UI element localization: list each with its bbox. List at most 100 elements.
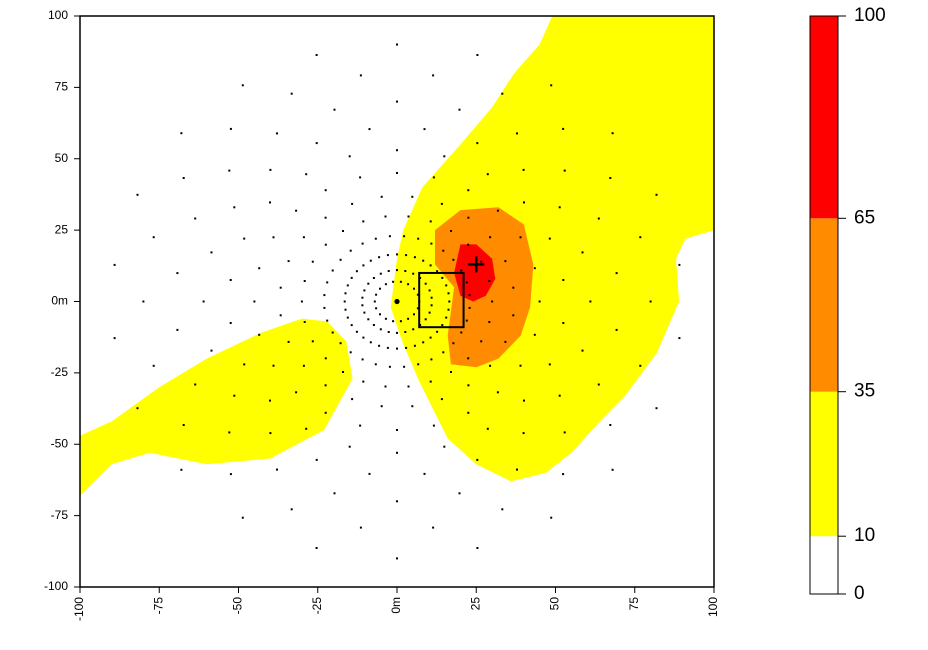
sample-point bbox=[467, 357, 470, 360]
max-cross-marker bbox=[468, 256, 485, 273]
sample-point bbox=[375, 293, 378, 296]
sample-point bbox=[448, 300, 451, 303]
x-tick-label: 75 bbox=[627, 597, 641, 611]
sample-point bbox=[533, 267, 536, 270]
sample-point bbox=[315, 54, 318, 56]
sample-point bbox=[229, 322, 232, 324]
sample-point bbox=[550, 84, 553, 87]
sample-point bbox=[241, 516, 244, 519]
sample-point bbox=[404, 270, 407, 272]
sample-point bbox=[202, 300, 205, 303]
sample-point bbox=[445, 284, 448, 287]
sample-point bbox=[343, 300, 346, 303]
sample-point bbox=[350, 276, 353, 279]
sample-point bbox=[305, 427, 308, 430]
sample-point bbox=[396, 331, 398, 334]
sample-point bbox=[346, 284, 349, 287]
sample-point bbox=[136, 407, 139, 410]
sample-point bbox=[423, 128, 426, 131]
x-tick-label: -50 bbox=[231, 597, 245, 615]
sample-point bbox=[372, 324, 375, 326]
sample-point bbox=[597, 217, 600, 220]
sample-point bbox=[368, 128, 371, 131]
sample-point bbox=[412, 272, 415, 275]
x-axis: -100 -75 -50 -25 0m 25 50 75 100 bbox=[72, 587, 720, 621]
sample-point bbox=[678, 337, 681, 340]
y-tick-label: 50 bbox=[55, 151, 69, 165]
sample-point bbox=[597, 383, 600, 386]
sample-point bbox=[443, 155, 446, 158]
sample-point bbox=[362, 220, 365, 223]
legend-swatch-0-10 bbox=[810, 536, 838, 594]
y-tick-label: -100 bbox=[44, 579, 68, 593]
sample-point bbox=[429, 264, 432, 267]
sample-points bbox=[113, 43, 681, 560]
sample-point bbox=[476, 458, 479, 461]
sample-point bbox=[361, 296, 364, 299]
sample-point bbox=[416, 307, 419, 310]
sample-point bbox=[363, 311, 366, 314]
sample-point bbox=[324, 411, 327, 414]
sample-point bbox=[355, 270, 358, 273]
sample-point bbox=[369, 341, 372, 344]
sample-point bbox=[384, 215, 387, 218]
sample-point bbox=[359, 176, 362, 179]
sample-point bbox=[488, 321, 491, 323]
sample-point bbox=[501, 508, 504, 511]
sample-point bbox=[396, 347, 398, 350]
sample-point bbox=[142, 300, 145, 303]
sample-point bbox=[467, 411, 470, 414]
sample-point bbox=[388, 365, 391, 368]
y-axis: 100 75 50 25 0m -25 -50 -75 -100 bbox=[44, 8, 80, 593]
sample-point bbox=[233, 394, 236, 397]
sample-point bbox=[378, 256, 381, 259]
sample-point bbox=[323, 306, 326, 309]
sample-point bbox=[210, 349, 213, 352]
sample-point bbox=[342, 230, 344, 232]
sample-point bbox=[413, 344, 416, 347]
sample-point bbox=[467, 243, 470, 246]
sample-point bbox=[404, 331, 407, 333]
sample-point bbox=[424, 318, 427, 321]
sample-point bbox=[413, 256, 416, 259]
sample-point bbox=[396, 429, 398, 431]
sample-point bbox=[361, 304, 364, 307]
sample-point bbox=[152, 236, 155, 239]
sample-point bbox=[429, 380, 432, 383]
sample-point bbox=[416, 293, 419, 296]
sample-point bbox=[326, 319, 329, 322]
sample-point bbox=[458, 492, 461, 495]
sample-point bbox=[411, 405, 414, 408]
sample-point bbox=[430, 242, 433, 245]
sample-point bbox=[465, 319, 468, 322]
sample-point bbox=[615, 272, 618, 275]
sample-point bbox=[581, 251, 584, 254]
sample-point bbox=[303, 321, 306, 323]
sample-point bbox=[396, 557, 398, 560]
sample-point bbox=[272, 236, 275, 239]
sample-point bbox=[182, 424, 185, 426]
sample-point bbox=[176, 272, 179, 275]
sample-point bbox=[655, 193, 658, 196]
sample-point bbox=[480, 260, 483, 263]
sample-point bbox=[324, 384, 327, 387]
sample-point bbox=[180, 468, 183, 471]
sample-point bbox=[489, 236, 492, 239]
sample-point bbox=[450, 371, 452, 373]
sample-point bbox=[396, 100, 398, 103]
sample-point bbox=[512, 286, 515, 289]
annotations bbox=[394, 256, 485, 329]
sample-point bbox=[452, 342, 455, 345]
sample-point bbox=[548, 363, 551, 366]
sample-point bbox=[611, 132, 614, 135]
sample-point bbox=[523, 399, 525, 402]
sample-point bbox=[295, 391, 298, 394]
sample-point bbox=[411, 195, 414, 198]
sample-point bbox=[368, 472, 371, 475]
sample-point bbox=[396, 253, 398, 256]
sample-point bbox=[388, 235, 391, 238]
sample-point bbox=[447, 292, 450, 295]
sample-point bbox=[362, 336, 365, 339]
legend-frame bbox=[809, 15, 839, 595]
sample-point bbox=[491, 300, 494, 303]
